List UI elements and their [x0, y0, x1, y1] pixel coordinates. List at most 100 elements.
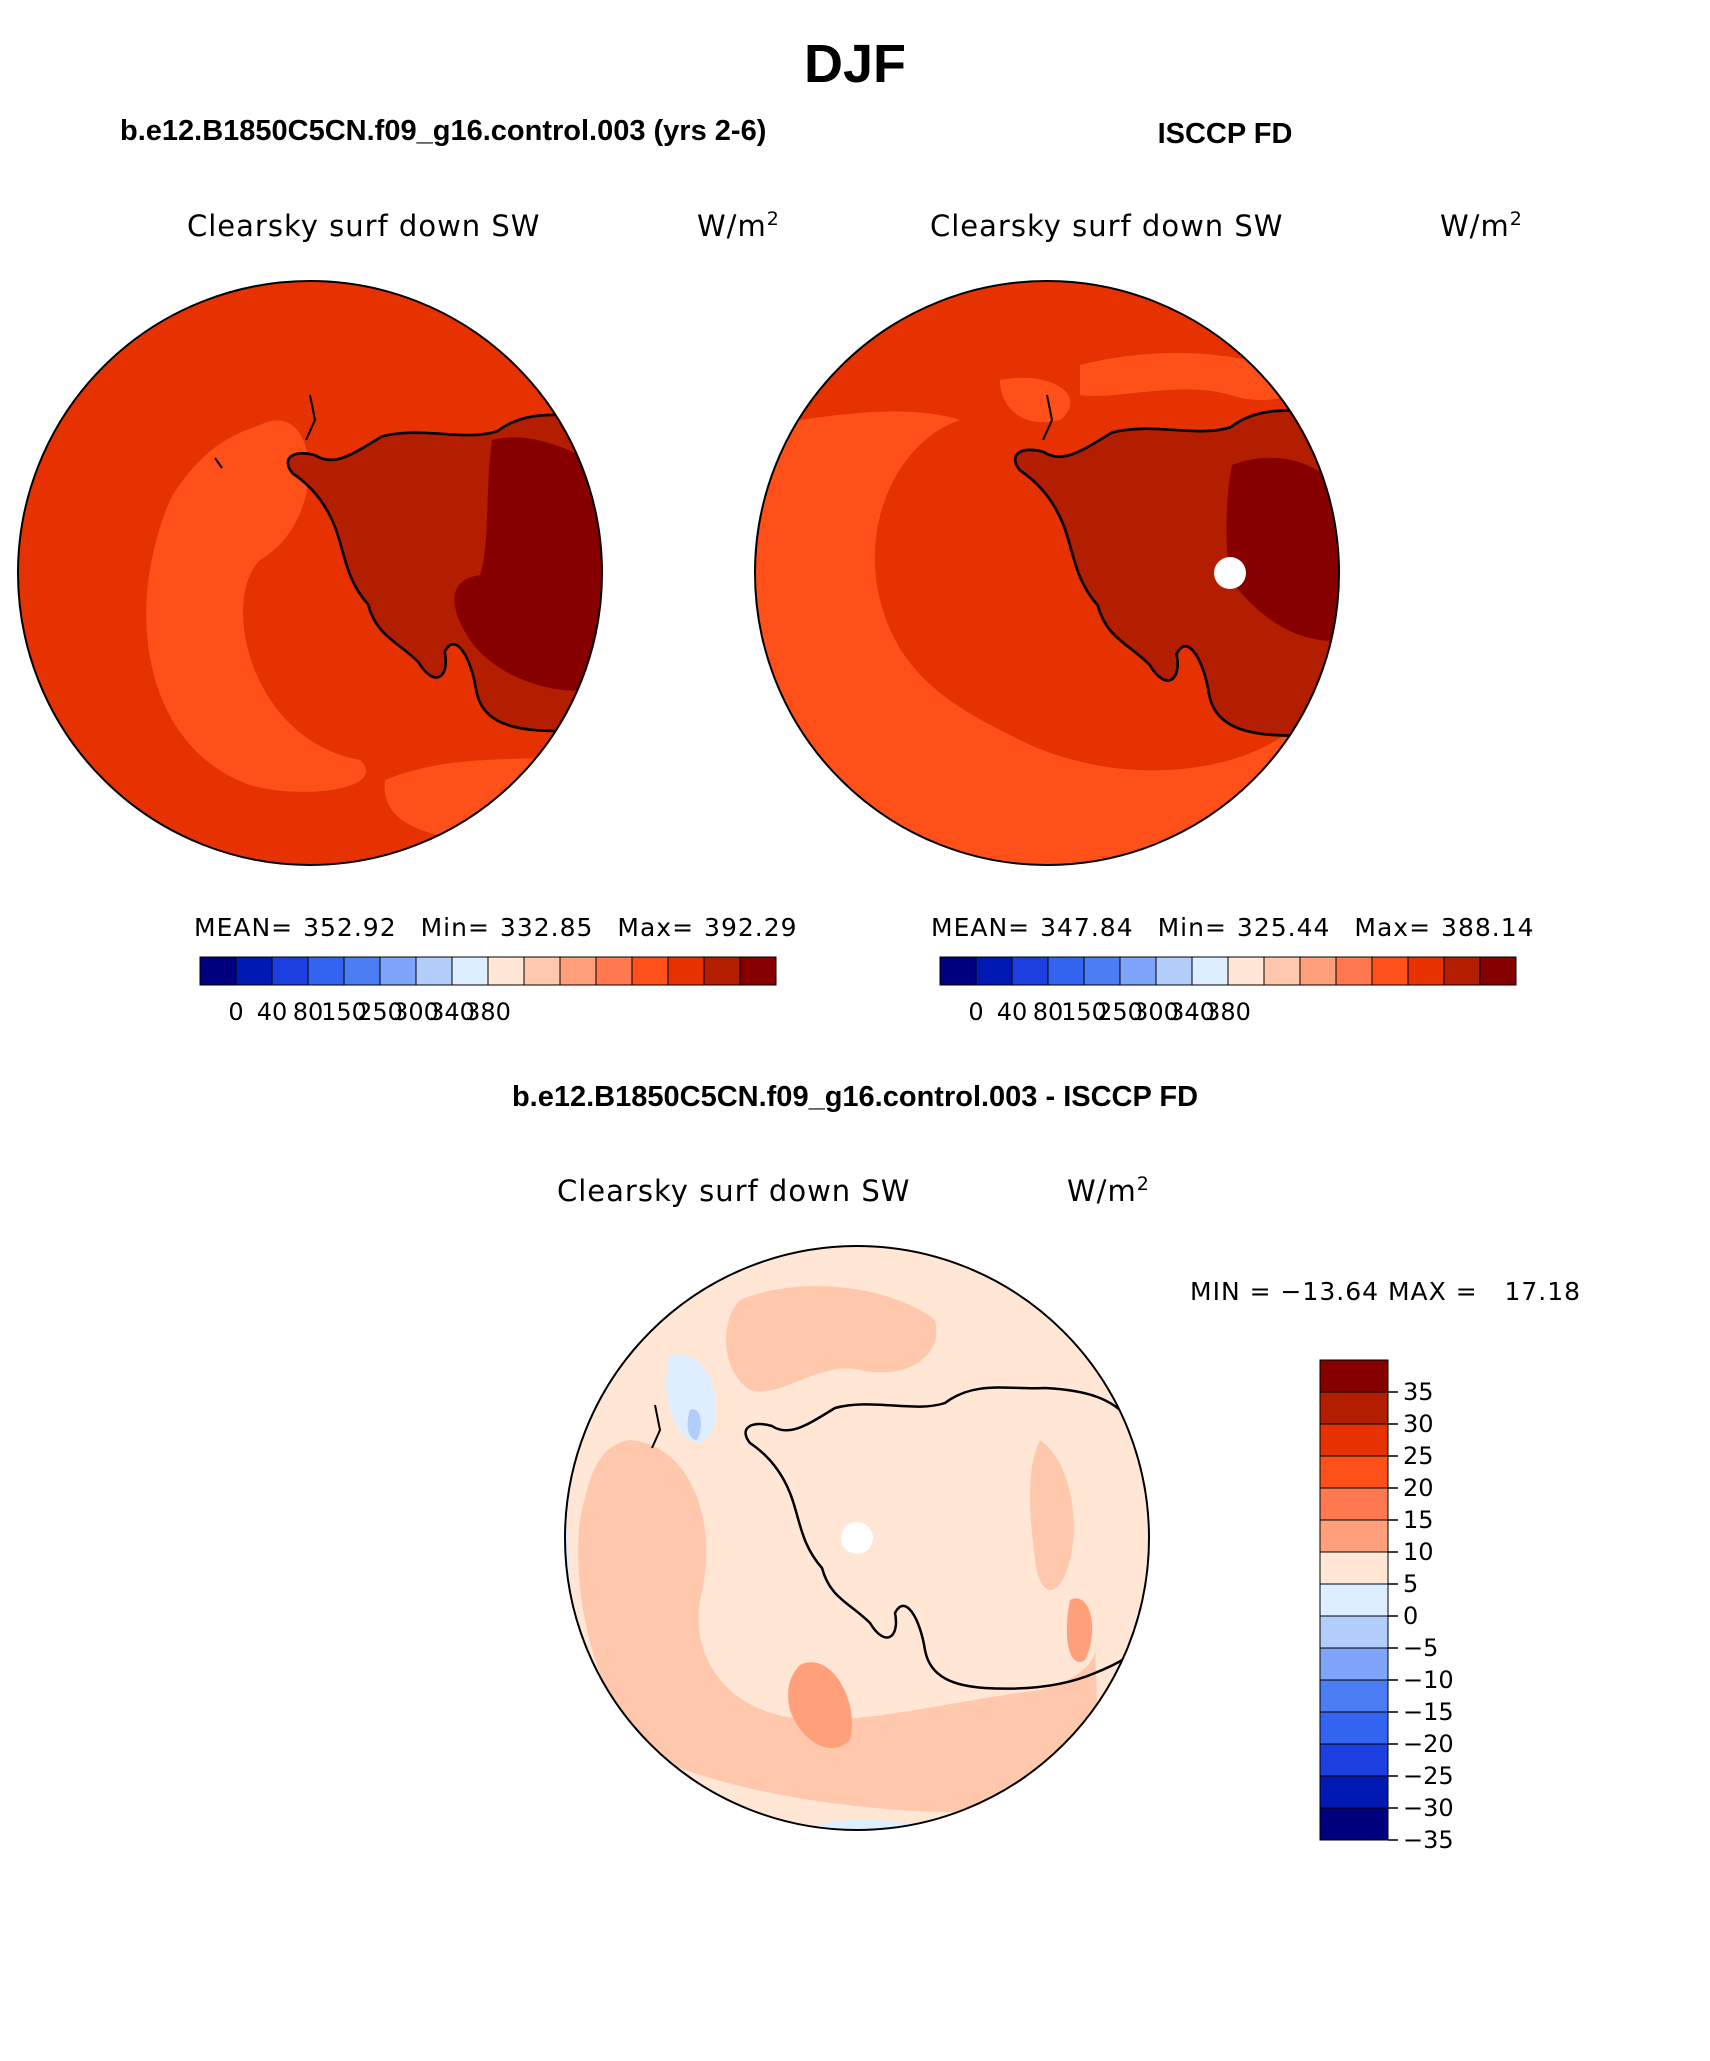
diff-colorbar-swatch	[1319, 1615, 1389, 1649]
obs-colorbar-swatch	[1227, 956, 1265, 986]
model-colorbar-swatch	[307, 956, 345, 986]
obs-colorbar-swatch	[1443, 956, 1481, 986]
diff-units-label: W/m2	[1067, 1173, 1150, 1208]
obs-colorbar-swatch	[975, 956, 1013, 986]
diff-stronger-region	[1066, 1598, 1093, 1662]
model-map-border	[17, 280, 603, 866]
obs-colorbar-swatch	[1083, 956, 1121, 986]
diff-colorbar-swatch	[1319, 1391, 1389, 1425]
diff-colorbar-swatch	[1319, 1551, 1389, 1585]
obs-colorbar-tick-label: 80	[1033, 998, 1064, 1026]
obs-pole-missing-data	[1214, 557, 1246, 589]
diff-colorbar-tick-label: 35	[1403, 1378, 1434, 1406]
diff-colorbar-tick-label: −30	[1403, 1794, 1454, 1822]
obs-colorbar-swatch	[1191, 956, 1229, 986]
diff-positive-region	[1030, 1440, 1074, 1590]
model-polar-map	[18, 281, 602, 865]
diff-negative-region	[687, 1409, 701, 1440]
model-colorbar-swatch	[235, 956, 273, 986]
obs-units-label: W/m2	[1440, 208, 1523, 243]
model-plateau-max	[454, 437, 602, 691]
model-colorbar-swatch	[631, 956, 669, 986]
obs-lighter-region	[1080, 353, 1300, 400]
model-colorbar-swatch	[451, 956, 489, 986]
model-coast-fragment	[305, 394, 317, 441]
diff-colorbar-tick-label: −15	[1403, 1698, 1454, 1726]
obs-panel-title: ISCCP FD	[1158, 118, 1293, 150]
obs-colorbar-tick-label: 250	[1097, 998, 1143, 1026]
diff-pole-missing-data	[841, 1522, 873, 1554]
obs-colorbar-tick-label: 0	[968, 998, 983, 1026]
diff-colorbar-swatch	[1319, 1455, 1389, 1489]
diff-colorbar-tick-label: −35	[1403, 1826, 1454, 1854]
obs-variable-label: Clearsky surf down SW	[930, 209, 1283, 243]
obs-coast-fragment	[1042, 394, 1054, 441]
diff-colorbar-tick-label: 10	[1403, 1538, 1434, 1566]
model-colorbar-tick-label: 340	[429, 998, 475, 1026]
obs-colorbar-swatch	[1479, 956, 1517, 986]
diff-colorbar-swatch	[1319, 1775, 1389, 1809]
diff-colorbar-swatch	[1319, 1423, 1389, 1457]
model-colorbar-swatch	[487, 956, 525, 986]
model-colorbar-swatch	[199, 956, 237, 986]
obs-plateau-max	[1226, 457, 1339, 641]
diff-coast-fragment	[651, 1404, 662, 1449]
obs-polar-map	[755, 281, 1339, 865]
diff-panel-title: b.e12.B1850C5CN.f09_g16.control.003 - IS…	[512, 1081, 1198, 1113]
obs-colorbar-tick-label: 300	[1133, 998, 1179, 1026]
obs-colorbar-swatch	[1119, 956, 1157, 986]
diff-colorbar-swatch	[1319, 1711, 1389, 1745]
season-title: DJF	[804, 34, 906, 94]
model-colorbar-tick-label: 40	[257, 998, 288, 1026]
diff-positive-region	[726, 1286, 937, 1392]
model-colorbar-tick-label: 150	[321, 998, 367, 1026]
diff-variable-label: Clearsky surf down SW	[557, 1174, 910, 1208]
obs-colorbar-swatch	[1335, 956, 1373, 986]
diff-positive-region	[578, 1440, 1100, 1813]
obs-map-border	[754, 280, 1340, 866]
model-colorbar-tick-label: 300	[393, 998, 439, 1026]
model-variable-label: Clearsky surf down SW	[187, 209, 540, 243]
obs-colorbar-swatch	[1263, 956, 1301, 986]
diff-map-border	[564, 1245, 1150, 1831]
model-colorbar-tick-label: 0	[228, 998, 243, 1026]
model-lighter-region	[146, 420, 366, 792]
obs-colorbar-tick-label: 40	[997, 998, 1028, 1026]
obs-colorbar-swatch	[1011, 956, 1049, 986]
diff-colorbar-swatch	[1319, 1583, 1389, 1617]
model-colorbar-swatch	[523, 956, 561, 986]
diff-colorbar-swatch	[1319, 1487, 1389, 1521]
obs-colorbar-swatch	[1407, 956, 1445, 986]
diff-colorbar-tick-label: −20	[1403, 1730, 1454, 1758]
diff-polar-map	[565, 1246, 1149, 1830]
model-colorbar-swatch	[595, 956, 633, 986]
diff-colorbar-tick-label: −10	[1403, 1666, 1454, 1694]
diff-colorbar-swatch	[1319, 1807, 1389, 1841]
model-colorbar-swatch	[415, 956, 453, 986]
model-units-label: W/m2	[697, 208, 780, 243]
diff-colorbar-swatch	[1319, 1679, 1389, 1713]
model-colorbar-tick-label: 380	[465, 998, 511, 1026]
model-colorbar-swatch	[343, 956, 381, 986]
diff-colorbar-tick-label: 30	[1403, 1410, 1434, 1438]
diff-colorbar-tick-label: −5	[1403, 1634, 1438, 1662]
diff-colorbar-tick-label: 5	[1403, 1570, 1418, 1598]
model-colorbar-swatch	[379, 956, 417, 986]
obs-colorbar-tick-label: 380	[1205, 998, 1251, 1026]
model-colorbar-swatch	[559, 956, 597, 986]
obs-map-panel: Clearsky surf down SW W/m2 MEAN= 347.84 Mi…	[754, 208, 1534, 1026]
obs-colorbar-tick-label: 340	[1169, 998, 1215, 1026]
diff-colorbar-swatch	[1319, 1647, 1389, 1681]
obs-colorbar-swatch	[1299, 956, 1337, 986]
obs-lighter-region	[755, 411, 1339, 865]
diff-colorbar-swatch	[1319, 1359, 1389, 1393]
obs-lighter-region	[1000, 377, 1071, 423]
diff-colorbar-tick-label: 20	[1403, 1474, 1434, 1502]
model-coast-fragment	[214, 457, 223, 469]
model-colorbar-swatch	[271, 956, 309, 986]
diff-colorbar-swatch	[1319, 1743, 1389, 1777]
model-stats-text: MEAN= 352.92 Min= 332.85 Max= 392.29	[194, 913, 798, 942]
model-panel-title: b.e12.B1850C5CN.f09_g16.control.003 (yrs…	[120, 115, 766, 147]
